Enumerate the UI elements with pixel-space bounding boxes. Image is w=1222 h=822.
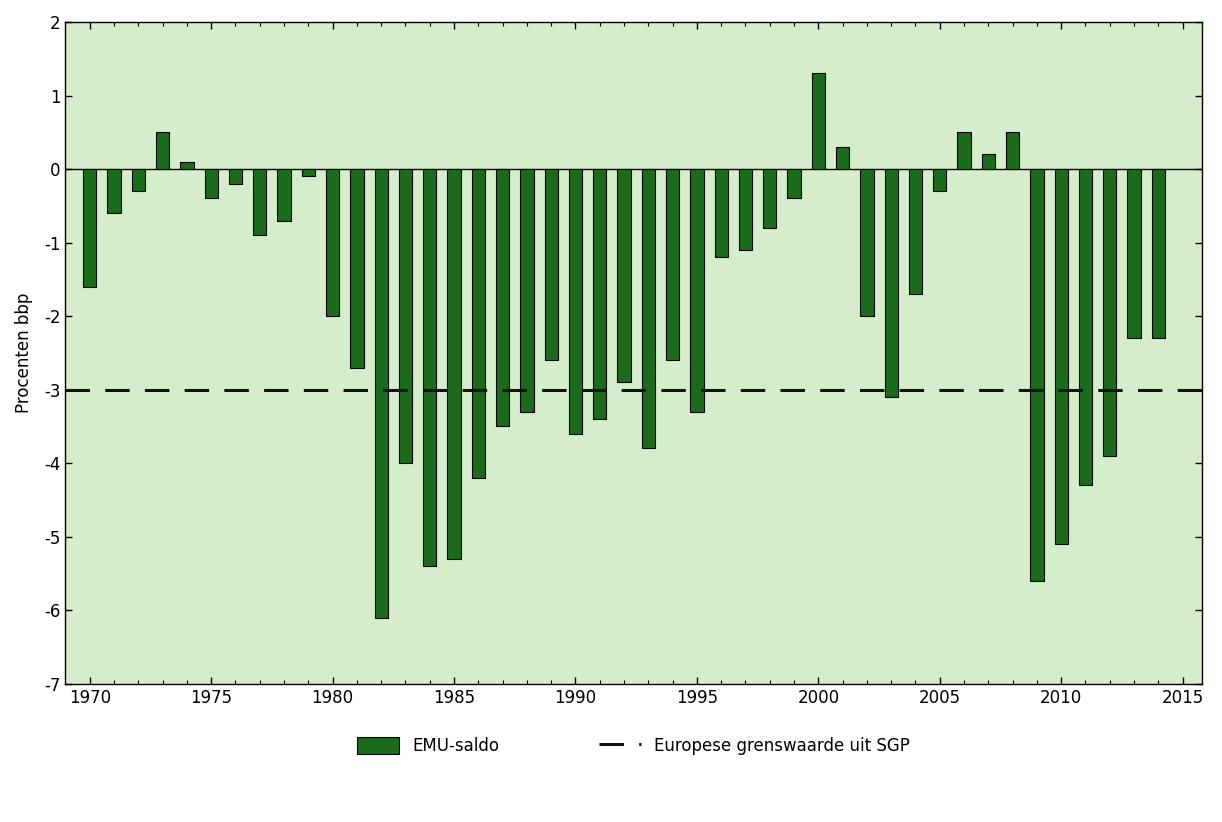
Bar (763, 169, 776, 228)
Bar (253, 169, 266, 235)
Bar (83, 169, 97, 287)
Bar (617, 169, 631, 382)
Bar (787, 169, 800, 198)
Bar (836, 147, 849, 169)
Legend: EMU-saldo, Europese grenswaarde uit SGP: EMU-saldo, Europese grenswaarde uit SGP (351, 730, 916, 761)
Bar (1079, 169, 1092, 485)
Bar (1151, 169, 1165, 338)
Bar (739, 169, 753, 250)
Bar (957, 132, 970, 169)
Bar (1055, 169, 1068, 544)
Bar (423, 169, 436, 566)
Bar (180, 162, 193, 169)
Bar (132, 169, 145, 191)
Bar (277, 169, 291, 220)
Bar (1103, 169, 1117, 456)
Bar (472, 169, 485, 478)
Bar (351, 169, 364, 367)
Bar (666, 169, 679, 360)
Bar (1006, 132, 1019, 169)
Bar (642, 169, 655, 449)
Bar (302, 169, 315, 177)
Bar (521, 169, 534, 412)
Bar (1030, 169, 1044, 581)
Bar (374, 169, 387, 617)
Bar (108, 169, 121, 213)
Bar (398, 169, 412, 463)
Bar (690, 169, 704, 412)
Bar (229, 169, 242, 184)
Bar (811, 73, 825, 169)
Bar (885, 169, 898, 397)
Bar (715, 169, 728, 257)
Bar (860, 169, 874, 316)
Y-axis label: Procenten bbp: Procenten bbp (15, 293, 33, 413)
Bar (568, 169, 582, 434)
Bar (326, 169, 340, 316)
Bar (156, 132, 170, 169)
Bar (934, 169, 947, 191)
Bar (204, 169, 218, 198)
Bar (1128, 169, 1141, 338)
Bar (496, 169, 510, 427)
Bar (447, 169, 461, 559)
Bar (545, 169, 558, 360)
Bar (981, 155, 995, 169)
Bar (593, 169, 606, 419)
Bar (909, 169, 923, 294)
